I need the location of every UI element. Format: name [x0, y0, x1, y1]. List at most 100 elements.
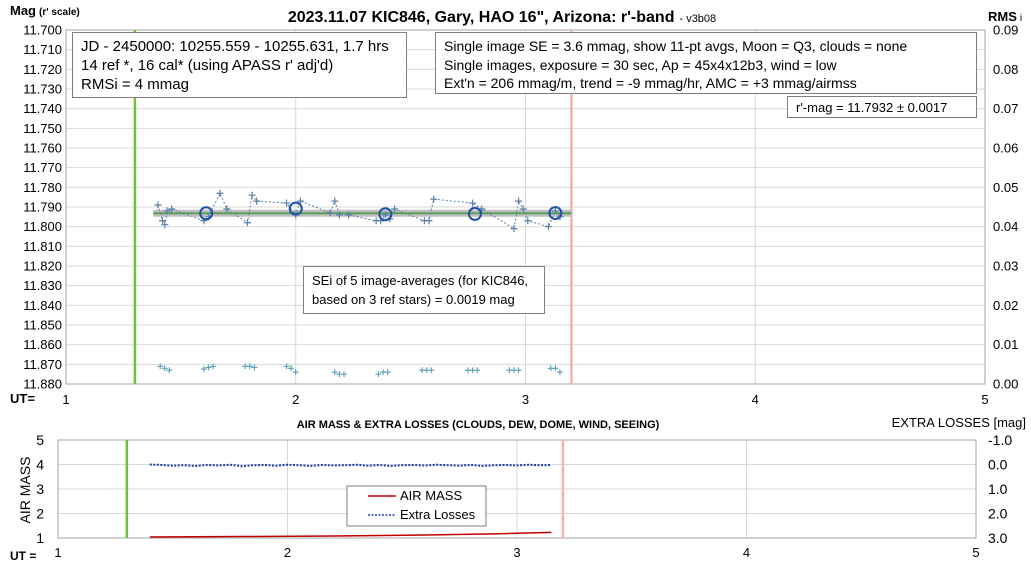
average-point	[288, 201, 303, 216]
info-box-right: Single image SE = 3.6 mmag, show 11-pt a…	[435, 32, 977, 94]
raw-magnitude-point	[391, 205, 399, 213]
x-tick-label: 1	[62, 392, 69, 407]
x-axis-label: UT =	[10, 549, 36, 563]
info-right-line-3: Ext'n = 206 mmag/m, trend = -9 mmag/hr, …	[444, 75, 857, 91]
result-value: r'-mag = 11.7932 ± 0.0017	[796, 100, 948, 115]
y-tick-label: 2	[36, 506, 44, 522]
y-tick-label: 11.720	[23, 62, 62, 77]
info-box-left: JD - 2450000: 10255.559 - 10255.631, 1.7…	[72, 32, 407, 98]
rmsi-point	[292, 369, 299, 376]
air-mass-line	[149, 531, 552, 538]
x-axis-label: UT=	[10, 391, 35, 406]
y2-tick-label: 0.08	[993, 62, 1018, 77]
sei-note-line-1: SEi of 5 image-averages (for KIC846,	[312, 273, 529, 288]
y2-axis-label: RMS i	[988, 9, 1022, 24]
extra-losses-line	[149, 463, 552, 468]
raw-magnitude-point	[154, 201, 162, 209]
y-axis-label: Mag (r' scale)	[10, 3, 80, 18]
y2-tick-label: 0.02	[993, 298, 1018, 313]
plot-frame	[65, 29, 986, 385]
y2-tick-label: 0.04	[993, 219, 1018, 234]
raw-magnitude-point	[469, 199, 477, 207]
rmsi-point	[556, 369, 563, 376]
x-tick-label: 3	[522, 392, 529, 407]
legend: AIR MASS Extra Losses	[346, 485, 487, 527]
rmsi-point	[474, 367, 481, 374]
x-tick-label: 2	[284, 545, 291, 560]
chart-title: AIR MASS & EXTRA LOSSES (CLOUDS, DEW, DO…	[297, 419, 660, 431]
raw-magnitude-point	[524, 217, 532, 225]
y-tick-label: 11.880	[23, 377, 62, 392]
raw-magnitude-point	[335, 211, 343, 219]
y2-axis-label: EXTRA LOSSES [mag]	[892, 415, 1026, 430]
x-tick-label: 3	[513, 545, 520, 560]
sei-note-box: SEi of 5 image-averages (for KIC846, bas…	[303, 266, 545, 314]
y2-tick-label: 0.09	[993, 23, 1018, 38]
raw-magnitude-point	[519, 205, 527, 213]
y-tick-label: 11.840	[23, 298, 62, 313]
y2-tick-label: 1.0	[988, 481, 1008, 497]
sei-note-line-2: based on 3 ref stars) = 0.0019 mag	[312, 292, 515, 307]
y-tick-label: 11.810	[23, 239, 62, 254]
raw-magnitude-point	[544, 223, 552, 231]
legend-label-air-mass: AIR MASS	[400, 488, 462, 503]
rmsi-point	[428, 367, 435, 374]
y-tick-label: 11.870	[23, 357, 62, 372]
y-tick-label: 11.700	[23, 23, 62, 38]
y2-tick-label: -1.0	[988, 432, 1012, 448]
chart-title: 2023.11.07 KIC846, Gary, HAO 16", Arizon…	[288, 9, 716, 26]
rmsi-point	[200, 366, 207, 373]
y-tick-label: 11.750	[23, 121, 62, 136]
raw-magnitude-point	[326, 209, 334, 217]
y-tick-label: 11.770	[23, 160, 62, 175]
average-point	[467, 206, 482, 221]
y2-tick-label: 0.0	[988, 457, 1008, 473]
y-tick-label: 11.800	[23, 219, 62, 234]
y2-tick-label: 0.01	[993, 337, 1018, 352]
raw-magnitude-point	[331, 197, 339, 205]
raw-magnitude-point	[425, 217, 433, 225]
raw-magnitude-point	[551, 207, 559, 215]
average-point	[199, 206, 214, 221]
legend-label-extra-losses: Extra Losses	[400, 507, 476, 522]
info-left-line-1: JD - 2450000: 10255.559 - 10255.631, 1.7…	[81, 38, 389, 55]
chart-version: - v3b08	[679, 13, 716, 25]
raw-magnitude-point	[515, 197, 523, 205]
y-tick-label: 3	[36, 481, 44, 497]
raw-magnitude-point	[345, 211, 353, 219]
y-tick-label: 4	[36, 457, 44, 473]
rmsi-point	[283, 363, 290, 370]
rmsi-point	[210, 363, 217, 370]
y2-tick-label: 0.03	[993, 259, 1018, 274]
raw-magnitude-point	[163, 207, 171, 215]
y2-tick-label: 0.00	[993, 377, 1018, 392]
rmsi-point	[552, 365, 559, 372]
info-left-line-2: 14 ref *, 16 cal* (using APASS r' adj'd)	[81, 57, 334, 74]
rmsi-point	[205, 364, 212, 371]
raw-magnitude-point	[283, 199, 291, 207]
y2-tick-label: 0.07	[993, 101, 1018, 116]
y2-tick-label: 0.05	[993, 180, 1018, 195]
plot-frame	[57, 439, 977, 539]
y-tick-label: 11.760	[23, 141, 62, 156]
result-box: r'-mag = 11.7932 ± 0.0017	[787, 96, 977, 118]
raw-magnitude-point	[216, 189, 224, 197]
rmsi-point	[331, 369, 338, 376]
y-tick-label: 11.850	[23, 318, 62, 333]
y-tick-label: 11.780	[23, 180, 62, 195]
y-tick-label: 11.740	[23, 101, 62, 116]
y-tick-label: 11.820	[23, 259, 62, 274]
x-tick-label: 2	[292, 392, 299, 407]
rmsi-point	[161, 365, 168, 372]
raw-magnitude-point	[510, 225, 518, 233]
info-right-line-1: Single image SE = 3.6 mmag, show 11-pt a…	[444, 38, 908, 54]
rmsi-point	[288, 365, 295, 372]
x-tick-label: 4	[743, 545, 750, 560]
raw-magnitude-point	[158, 217, 166, 225]
y-tick-label: 1	[36, 530, 44, 546]
raw-magnitude-point	[168, 205, 176, 213]
rmsi-point	[384, 369, 391, 376]
y2-tick-label: 0.06	[993, 141, 1018, 156]
y2-tick-label: 3.0	[988, 530, 1008, 546]
y-tick-label: 5	[36, 432, 44, 448]
